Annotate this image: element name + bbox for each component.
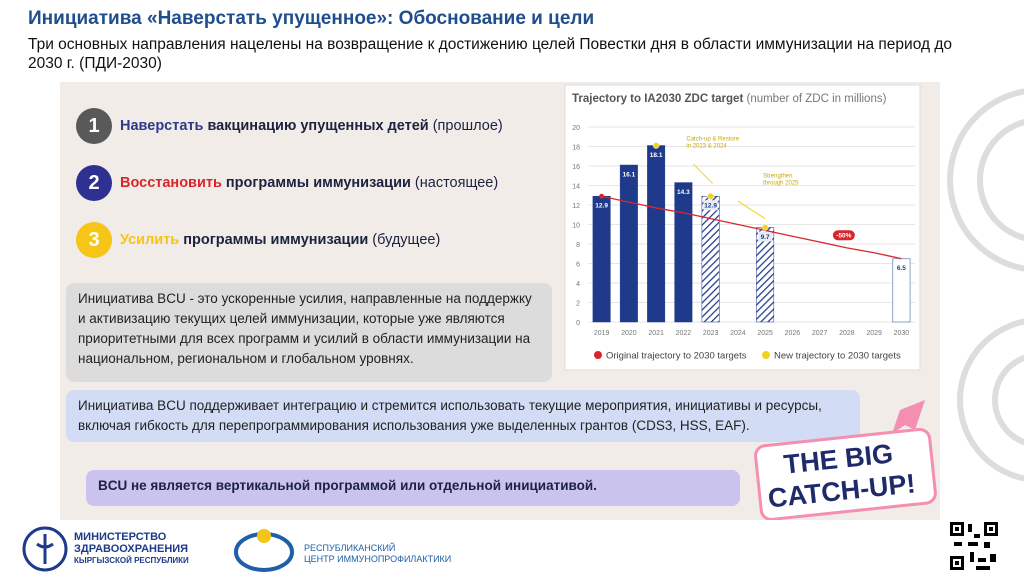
data-label: 6.5 [897, 265, 906, 272]
bar [674, 182, 693, 323]
bar [647, 145, 666, 323]
chart-subtitle: (number of ZDC in millions) [746, 93, 886, 105]
data-label: 16.1 [623, 172, 636, 179]
info-box: Инициатива BCU - это ускоренные усилия, … [66, 283, 552, 382]
y-tick-label: 10 [572, 223, 580, 230]
label-bg [703, 200, 718, 211]
ornament [947, 88, 1024, 482]
y-tick-label: 2 [576, 301, 580, 308]
y-tick-label: 14 [572, 184, 580, 191]
item-text: программы иммунизации [183, 232, 369, 248]
info-box: BCU не является вертикальной программой … [86, 470, 740, 506]
item-number: 3 [76, 222, 112, 258]
annotation: Strengthen through 2025 [763, 174, 799, 187]
y-tick-label: 6 [576, 262, 580, 269]
footer-text: ЗДРАВООХРАНЕНИЯ [74, 543, 189, 555]
x-tick-label: 2019 [594, 330, 610, 337]
item-keyword: Восстановить [120, 175, 222, 191]
legend-label: Original trajectory to 2030 targets [606, 351, 747, 362]
annotation: Catch-up & Restore in 2023 & 2024 [686, 137, 739, 150]
title: Инициатива «Наверстать упущенное»: Обосн… [28, 8, 595, 29]
ministry-logo [22, 526, 68, 572]
data-label: 18.1 [650, 152, 663, 159]
list-item: 1 Наверстать вакцинацию упущенных детей (пр… [76, 106, 503, 146]
annotation-arrow [737, 200, 766, 220]
subtitle: Три основных направления нацелены на воз… [28, 36, 952, 72]
y-tick-label: 0 [576, 320, 580, 327]
qr-code [948, 520, 1000, 572]
sticker: THE BIG CATCH-UP! [754, 400, 937, 520]
item-keyword: Усилить [120, 232, 180, 248]
footer-text: РЕСПУБЛИКАНСКИЙ [304, 543, 396, 553]
badge-text: -50% [836, 233, 851, 240]
item-note: (настоящее) [414, 175, 499, 191]
item-keyword: Наверстать [120, 118, 204, 134]
bar [756, 227, 775, 323]
item-text: программы иммунизации [225, 175, 411, 191]
x-tick-label: 2024 [730, 330, 746, 337]
annotation-line: through 2025 [763, 181, 799, 187]
sticker-bg [754, 427, 937, 520]
item-number: 2 [76, 165, 112, 201]
label-bg [757, 231, 773, 242]
x-tick-label: 2029 [866, 330, 882, 337]
list-item: 2 Восстановить программы иммунизации (насто… [76, 163, 498, 203]
annotation-line: Strengthen [763, 174, 792, 180]
footer-text: КЫРГЫЗСКОЙ РЕСПУБЛИКИ [74, 556, 189, 565]
trend-line [601, 195, 902, 260]
data-label: 12.9 [595, 203, 608, 210]
x-tick-label: 2023 [703, 330, 719, 337]
annotation-arrow [693, 163, 713, 184]
trend-point [599, 193, 605, 199]
x-tick-label: 2022 [676, 330, 692, 337]
x-tick-label: 2028 [839, 330, 855, 337]
data-label: 9.7 [761, 234, 770, 241]
chart-title: Trajectory to IA2030 ZDC target [572, 93, 743, 105]
annotation-line: in 2023 & 2024 [686, 144, 727, 150]
trajectory-point [761, 224, 769, 231]
info-box: Инициатива BCU поддерживает интеграцию и… [66, 390, 860, 442]
legend-swatch [762, 351, 770, 359]
chart-panel [564, 84, 921, 371]
x-tick-label: 2025 [757, 330, 773, 337]
y-tick-label: 4 [576, 281, 580, 288]
center-logo [234, 529, 294, 572]
y-tick-label: 12 [572, 203, 580, 210]
y-tick-label: 20 [572, 125, 580, 132]
y-tick-label: 8 [576, 242, 580, 249]
bar [701, 195, 720, 323]
x-tick-label: 2026 [785, 330, 801, 337]
item-text: вакцинацию упущенных детей [207, 118, 429, 134]
badge [832, 230, 855, 241]
bar [592, 195, 611, 323]
x-tick-label: 2030 [894, 330, 910, 337]
data-label: 14.3 [677, 189, 690, 196]
y-tick-label: 18 [572, 145, 580, 152]
x-tick-label: 2027 [812, 330, 828, 337]
annotation-line: Catch-up & Restore [686, 137, 739, 143]
data-label: 12.9 [704, 203, 717, 210]
list-item: 3 Усилить программы иммунизации (будущее) [76, 220, 440, 260]
x-tick-label: 2021 [648, 330, 664, 337]
bar [619, 164, 638, 323]
item-note: (будущее) [372, 232, 441, 248]
trajectory-point [652, 142, 660, 149]
legend-swatch [594, 351, 602, 359]
footer-text: ЦЕНТР ИММУНОПРОФИЛАКТИКИ [304, 554, 452, 564]
chart-title: Trajectory to IA2030 ZDC target (number … [572, 93, 887, 105]
label-bg [894, 262, 909, 273]
footer-text: МИНИСТЕРСТВО [74, 531, 167, 543]
legend-label: New trajectory to 2030 targets [774, 351, 901, 362]
item-note: (прошлое) [432, 118, 503, 134]
x-tick-label: 2020 [621, 330, 637, 337]
item-number: 1 [76, 108, 112, 144]
y-tick-label: 16 [572, 164, 580, 171]
trajectory-point [707, 192, 714, 200]
